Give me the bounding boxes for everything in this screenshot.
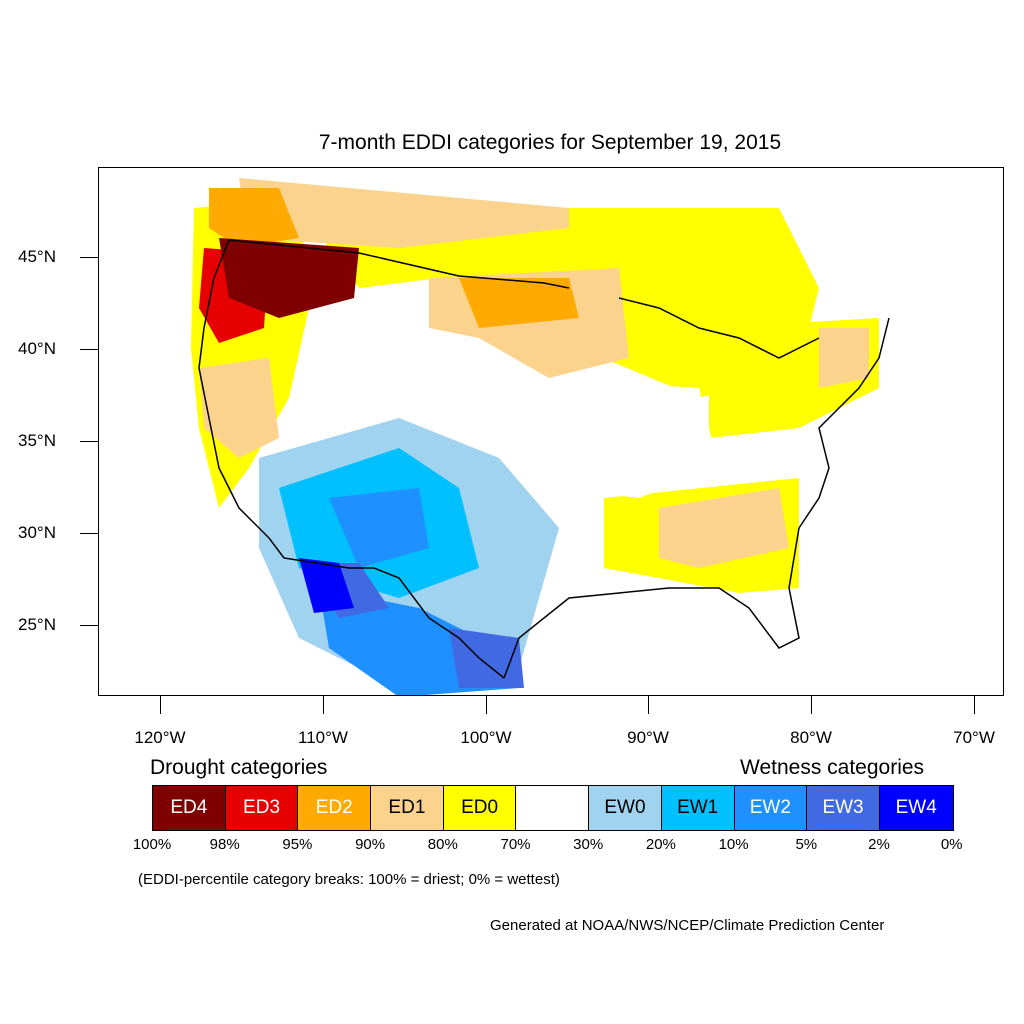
lat-label-25: 25°N — [18, 615, 56, 634]
legend-cell — [516, 786, 590, 830]
lon-label-90: 90°W — [627, 728, 669, 747]
lat-label-40: 40°N — [18, 339, 56, 358]
percentile-label: 95% — [282, 836, 313, 853]
legend-cell: ED3 — [225, 786, 299, 830]
lat-tick — [80, 257, 98, 258]
us-mexico-border — [283, 557, 505, 679]
percentile-label: 5% — [795, 836, 818, 853]
lon-tick — [811, 696, 812, 714]
lon-tick — [648, 696, 649, 714]
percentile-label: 98% — [209, 836, 240, 853]
wetness-heading: Wetness categories — [740, 756, 925, 779]
lon-label-100: 100°W — [460, 728, 512, 747]
percentile-label: 0% — [940, 836, 963, 853]
percentile-label: 20% — [645, 836, 676, 853]
great-lakes — [618, 297, 820, 359]
legend-cell: ED2 — [298, 786, 372, 830]
lon-tick — [160, 696, 161, 714]
eddi-map — [98, 167, 1004, 696]
lon-tick — [486, 696, 487, 714]
percentile-label: 100% — [132, 836, 172, 853]
near-normal-rockies — [339, 338, 469, 428]
legend-cell: EW1 — [661, 786, 735, 830]
ed2-region-dakotas — [459, 278, 579, 328]
ed1-region-northeast — [819, 328, 869, 388]
us-canada-border — [228, 239, 570, 289]
lon-label-70: 70°W — [953, 728, 995, 747]
percentile-label: 30% — [573, 836, 604, 853]
lat-tick — [80, 349, 98, 350]
map-canvas — [191, 178, 890, 695]
lat-label-35: 35°N — [18, 431, 56, 450]
legend-cell: EW4 — [879, 786, 953, 830]
near-normal-interior — [549, 378, 719, 498]
legend-cell: ED1 — [371, 786, 444, 830]
drought-heading: Drought categories — [150, 756, 328, 779]
percentile-label: 90% — [355, 836, 386, 853]
category-note: (EDDI-percentile category breaks: 100% =… — [138, 871, 560, 888]
boundaries — [198, 239, 890, 679]
lat-label-45: 45°N — [18, 247, 56, 266]
percentile-label: 2% — [868, 836, 890, 853]
gulf-coast — [503, 527, 800, 679]
legend-cell: ED0 — [443, 786, 517, 830]
ed1-region-north — [239, 178, 569, 248]
ew4-region-sonora — [299, 558, 354, 613]
ed1-region-southeast — [659, 488, 789, 568]
lon-tick — [323, 696, 324, 714]
lon-label-80: 80°W — [790, 728, 832, 747]
east-coast — [798, 317, 890, 529]
percentile-label: 10% — [718, 836, 749, 853]
category-fills — [191, 178, 879, 695]
ed4-region-northwest — [219, 238, 359, 318]
credit-line: Generated at NOAA/NWS/NCEP/Climate Predi… — [490, 917, 885, 934]
map-title: 7-month EDDI categories for September 19… — [318, 131, 782, 154]
lat-tick — [80, 533, 98, 534]
lon-tick — [974, 696, 975, 714]
legend-cell: ED4 — [153, 786, 226, 830]
lat-tick — [80, 441, 98, 442]
category-legend: ED4 ED3 ED2 ED1 ED0 EW0 EW1 EW2 EW3 EW4 — [152, 785, 954, 831]
lon-label-110: 110°W — [298, 728, 348, 747]
lon-label-120: 120°W — [134, 728, 186, 747]
ed2-region-northwest — [209, 188, 299, 248]
legend-cell: EW3 — [807, 786, 880, 830]
west-coast — [198, 239, 285, 559]
lat-tick — [80, 625, 98, 626]
lat-label-30: 30°N — [18, 523, 56, 542]
legend-cell: EW0 — [589, 786, 662, 830]
legend-cell: EW2 — [734, 786, 808, 830]
percentile-label: 70% — [500, 836, 531, 853]
ed1-region-west — [199, 358, 279, 458]
percentile-label: 80% — [427, 836, 458, 853]
ew2-region-southwest — [329, 488, 429, 568]
